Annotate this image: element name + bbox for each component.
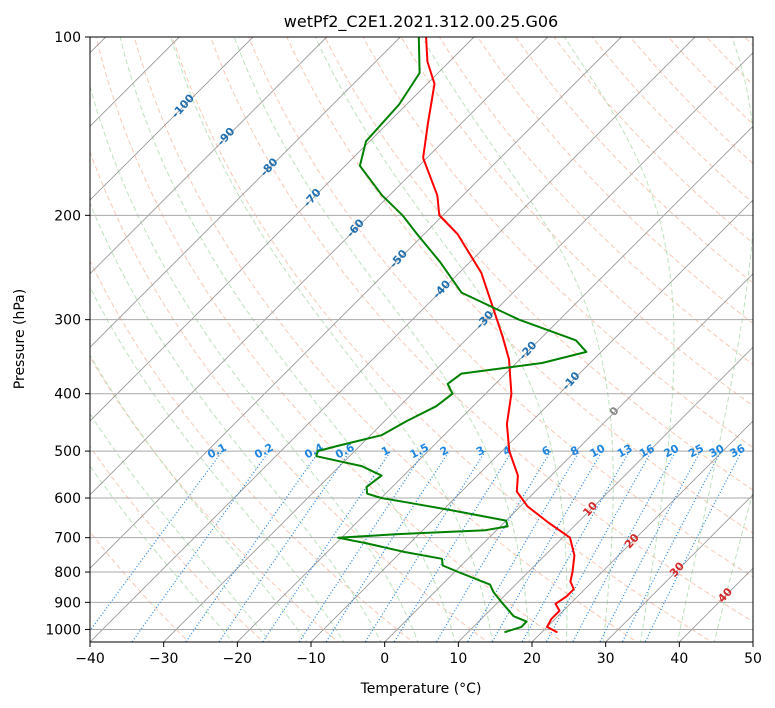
x-tick-label: 50 <box>744 651 762 667</box>
y-tick-label: 800 <box>54 565 81 581</box>
isotherm-line <box>163 52 753 642</box>
y-tick-label: 300 <box>54 313 81 329</box>
mixing-ratio-line <box>491 450 603 642</box>
mixing-ratio-label: 13 <box>615 442 635 461</box>
dry-adiabat-line <box>171 37 713 642</box>
isotherm-line <box>310 199 753 642</box>
x-tick-label: −10 <box>296 651 326 667</box>
mixing-ratio-line <box>644 450 743 642</box>
dry-adiabat-line <box>324 37 753 491</box>
x-tick-label: 30 <box>597 651 615 667</box>
x-tick-label: 0 <box>380 651 389 667</box>
mixing-ratio-label: 16 <box>637 442 657 461</box>
isotherm-line <box>605 494 753 642</box>
y-tick-label: 100 <box>54 30 81 46</box>
isotherm-line <box>531 420 753 642</box>
mixing-ratio-label: 36 <box>728 442 748 461</box>
y-tick-label: 900 <box>54 595 81 611</box>
x-tick-label: −30 <box>149 651 179 667</box>
mixing-ratio-label: 25 <box>686 442 706 461</box>
y-tick-label: 200 <box>54 208 81 224</box>
y-tick-label: 600 <box>54 491 81 507</box>
isotherm-line <box>90 37 622 569</box>
isotherm-line <box>90 37 328 275</box>
x-axis-label: Temperature (°C) <box>360 681 482 697</box>
mixing-ratio-line <box>325 450 450 642</box>
mixing-ratio-label: 30 <box>707 442 727 461</box>
mixing-ratio-line <box>545 450 653 642</box>
x-tick-label: −20 <box>223 651 253 667</box>
moist-adiabat-line <box>90 465 234 642</box>
dewpoint-profile <box>315 37 588 633</box>
isotherm-line <box>90 37 401 348</box>
mixing-ratio-line <box>90 450 223 632</box>
mixing-ratio-line <box>364 450 486 642</box>
mixing-ratio-line <box>521 450 631 642</box>
dry-adiabat-line <box>362 37 753 449</box>
mixing-ratio-line <box>435 450 552 642</box>
mixing-ratio-label: 10 <box>588 442 608 461</box>
x-tick-label: 20 <box>523 651 541 667</box>
axis-ticks: −40 −30 −20 −10 0 10 20 30 40 50 100 200 300 400 500 60… <box>45 30 762 667</box>
temperature-profile <box>422 37 576 633</box>
chart-title: wetPf2_C2E1.2021.312.00.25.G06 <box>284 12 558 32</box>
y-tick-label: 500 <box>54 444 81 460</box>
mixing-ratio-line <box>131 450 270 642</box>
isotherm-line <box>90 37 475 422</box>
y-tick-label: 400 <box>54 387 81 403</box>
x-tick-label: 10 <box>449 651 467 667</box>
isotherm-line <box>90 37 696 642</box>
y-tick-label: 700 <box>54 531 81 547</box>
dry-adiabat-line <box>286 37 753 534</box>
isotherm-line <box>457 346 753 642</box>
y-tick-label: 1000 <box>45 622 81 638</box>
mixing-ratio-line <box>621 450 722 642</box>
y-axis-label: Pressure (hPa) <box>12 289 28 389</box>
isotherm-line <box>90 37 549 496</box>
dry-adiabat-line <box>90 150 489 642</box>
mixing-ratio-line <box>185 450 320 642</box>
dry-adiabat-line <box>248 37 753 578</box>
x-tick-label: −40 <box>75 651 105 667</box>
mixing-ratio-line <box>262 450 392 642</box>
isotherm-line <box>384 273 753 642</box>
dry-adiabat-line <box>438 37 753 366</box>
isotherm-line <box>90 37 254 201</box>
mixing-ratio-label: 20 <box>662 442 682 461</box>
moist-adiabat-line <box>90 412 271 642</box>
plot-frame <box>89 36 754 643</box>
axes-frame <box>89 36 754 643</box>
x-tick-label: 40 <box>670 651 688 667</box>
isotherm-line <box>236 125 753 642</box>
